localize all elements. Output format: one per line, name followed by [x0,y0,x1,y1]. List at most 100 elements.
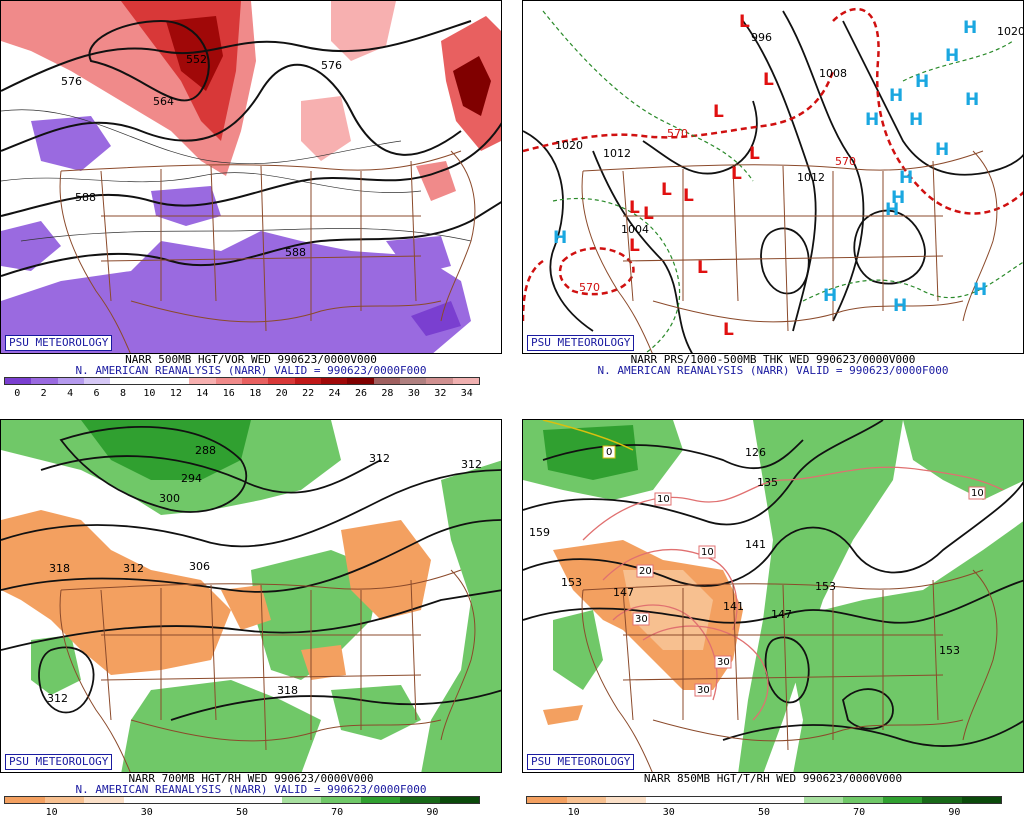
vort-positive-north [331,1,396,61]
rh-moist-north-core [81,420,251,480]
contour-label: 147 [613,586,634,599]
color-bar-tick: 10 [143,388,156,399]
contour-label: 312 [123,562,144,575]
panel-500mb-hgt-vor: 576 576 564 552 588 588 PSU METEOROLOGY … [0,0,502,402]
color-bar-segment [44,797,84,803]
color-bar-tick: 30 [140,807,153,818]
rh-moist-northwest-core [543,425,638,480]
high-pressure-markers: H H H H H H H H H H H H H H H [553,18,987,316]
temperature-label: 30 [635,614,648,625]
high-pressure-marker: H [865,110,879,130]
color-bar-segment [123,797,163,803]
contour-label: 564 [153,95,174,108]
color-bar-tick: 14 [196,388,209,399]
vorticity-tick-labels: 0 2 4 6 8 10 12 14 16 18 20 22 24 26 28 30 32 34 [4,388,480,400]
psu-meteorology-badge: PSU METEOROLOGY [527,754,635,770]
color-bar-segment [241,378,269,384]
color-bar-segment [961,797,1001,803]
temperature-label: 0 [606,447,612,458]
color-bar-segment [189,378,216,384]
color-bar-segment [452,378,479,384]
color-bar-segment [426,378,453,384]
high-pressure-marker: H [891,188,905,208]
color-bar-segment [5,797,45,803]
panel-850mb-hgt-t-rh: 126 135 141 153 147 147 153 159 153 141 … [522,419,1024,821]
panel-valid-line: N. AMERICAN REANALYSIS (NARR) VALID = 99… [597,364,949,377]
contour-label: 312 [47,692,68,705]
panel-prs-thk: H H H H H H H H H H H H H H H L L L [522,0,1024,402]
temperature-contours [582,466,1004,721]
rh-moist-central [738,420,903,772]
high-pressure-marker: H [893,296,907,316]
color-bar-segment [281,797,321,803]
color-bar-tick: 18 [249,388,262,399]
panel-title: NARR 500MB HGT/VOR WED 990623/0000V000 [125,353,377,366]
rh-tick-labels: 10 30 50 70 90 [4,807,480,819]
pressure-label: 1020 [555,139,583,152]
contour-label: 135 [757,476,778,489]
color-bar-tick: 22 [302,388,315,399]
temperature-label: 20 [639,566,652,577]
color-bar-tick: 10 [567,807,580,818]
contour-label: 312 [369,452,390,465]
contour-label: 576 [321,59,342,72]
map-prs-thk: H H H H H H H H H H H H H H H L L L [522,0,1024,354]
color-bar-tick: 0 [14,388,21,399]
color-bar-segment [163,797,203,803]
rh-color-bar [526,796,1002,804]
contour-label: 153 [939,644,960,657]
color-bar-segment [400,797,440,803]
low-pressure-marker: L [661,180,672,200]
pressure-label: 1012 [603,147,631,160]
high-pressure-marker: H [973,280,987,300]
rh-moist-gulf [331,685,421,740]
rh-moist-canada [903,420,1023,500]
high-pressure-marker: H [823,286,837,306]
contour-label: 126 [745,446,766,459]
panel-valid-line: N. AMERICAN REANALYSIS (NARR) VALID = 99… [75,783,427,796]
color-bar-tick: 10 [45,807,58,818]
color-bar-tick: 30 [407,388,420,399]
rh-moist-east [783,521,1023,772]
pressure-label: 1008 [819,67,847,80]
color-bar-segment [645,797,685,803]
color-bar-segment [764,797,804,803]
color-bar-segment [31,378,58,384]
panel-title: NARR 850MB HGT/T/RH WED 990623/0000V000 [643,772,903,785]
panel-valid-line: N. AMERICAN REANALYSIS (NARR) VALID = 99… [75,364,427,377]
color-bar-tick: 26 [354,388,368,399]
rh-color-bar [4,796,480,804]
vort-contours [1,109,472,242]
psu-meteorology-badge: PSU METEOROLOGY [5,335,113,351]
contour-label: 306 [189,560,210,573]
color-bar-segment [803,797,843,803]
color-bar-tick: 34 [460,388,473,399]
vort-positive-midwest [301,96,351,161]
map-700mb: 288 294 300 318 312 306 312 312 318 312 … [0,419,502,773]
contour-label: 300 [159,492,180,505]
color-bar-segment [527,797,567,803]
thickness-label: 570 [579,281,600,294]
color-bar-tick: 50 [757,807,771,818]
color-bar-segment [399,378,427,384]
color-bar-segment [242,797,282,803]
temperature-zero-contour [542,420,634,451]
contour-label: 147 [771,608,792,621]
low-pressure-marker: L [643,204,654,224]
vort-core-quebec [453,56,491,116]
high-pressure-marker: H [899,168,913,188]
color-bar-tick: 70 [331,807,344,818]
panel-title: NARR PRS/1000-500MB THK WED 990623/0000V… [630,353,916,366]
vort-min-gulf [411,301,461,336]
color-bar-segment [5,378,32,384]
political-boundaries [59,569,476,772]
color-bar-segment [360,797,400,803]
color-bar-segment [882,797,922,803]
contour-label: 552 [186,53,207,66]
color-bar-tick: 90 [426,807,439,818]
color-bar-segment [606,797,646,803]
thickness-label: 570 [835,155,856,168]
low-pressure-marker: L [763,70,774,90]
color-bar-tick: 28 [381,388,394,399]
pressure-label: 1020 [997,25,1024,38]
